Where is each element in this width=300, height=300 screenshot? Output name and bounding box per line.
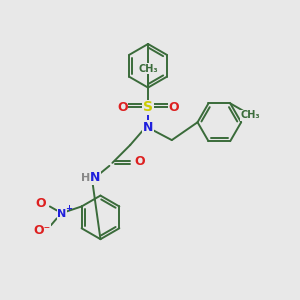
Text: O: O (135, 155, 146, 168)
Text: N: N (57, 209, 66, 219)
Text: O: O (117, 101, 128, 114)
Text: N: N (90, 171, 101, 184)
Text: +: + (65, 204, 72, 213)
Text: N: N (143, 121, 153, 134)
Text: O: O (169, 101, 179, 114)
Text: CH₃: CH₃ (240, 110, 260, 120)
Text: O: O (36, 197, 46, 210)
Text: S: S (143, 100, 153, 114)
Text: CH₃: CH₃ (138, 64, 158, 74)
Text: O⁻: O⁻ (33, 224, 51, 237)
Text: H: H (81, 173, 90, 183)
